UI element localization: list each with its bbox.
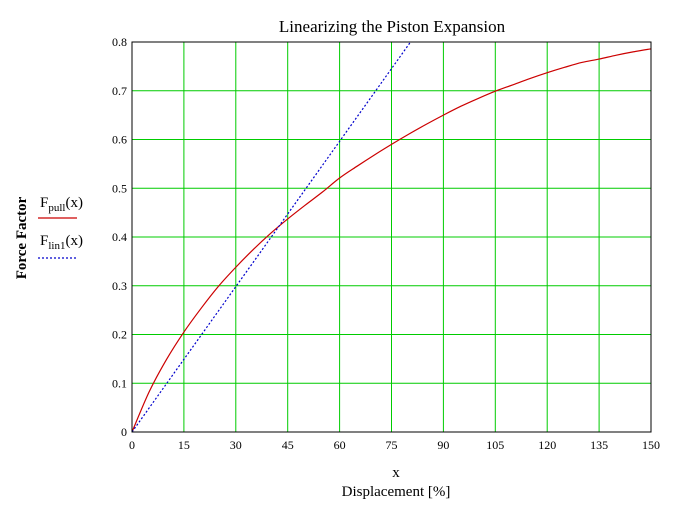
- x-tick-label-7: 105: [486, 438, 504, 452]
- x-tick-label-10: 150: [642, 438, 660, 452]
- chart-title: Linearizing the Piston Expansion: [279, 17, 506, 36]
- y-tick-label-4: 0.4: [112, 230, 127, 244]
- x-tick-label-4: 60: [334, 438, 346, 452]
- y-tick-label-1: 0.1: [112, 376, 127, 390]
- x-tick-labels: 0 15 30 45 60 75 90 105 120 135 150: [129, 438, 660, 452]
- x-tick-label-0: 0: [129, 438, 135, 452]
- x-axis-label: Displacement [%]: [342, 484, 451, 500]
- y-tick-label-6: 0.6: [112, 133, 127, 147]
- x-tick-label-6: 90: [437, 438, 449, 452]
- legend-fpull-arg: (x): [65, 195, 83, 211]
- legend-fpull-main: F: [40, 195, 48, 211]
- series-line-0: [131, 48, 652, 433]
- legend-flin1-arg: (x): [65, 233, 83, 249]
- plot-frame: [131, 41, 652, 433]
- legend-flin1-main: F: [40, 233, 48, 249]
- series-lines: [131, 41, 652, 433]
- y-tick-label-7: 0.7: [112, 84, 127, 98]
- y-tick-label-8: 0.8: [112, 35, 127, 49]
- y-tick-label-2: 0.2: [112, 328, 127, 342]
- legend: Fpull(x) Flin1(x): [38, 195, 83, 259]
- x-tick-label-3: 45: [282, 438, 294, 452]
- y-tick-label-3: 0.3: [112, 279, 127, 293]
- legend-label-fpull: Fpull(x): [40, 195, 83, 214]
- x-tick-label-9: 135: [590, 438, 608, 452]
- x-tick-label-2: 30: [230, 438, 242, 452]
- y-tick-labels: 0 0.1 0.2 0.3 0.4 0.5 0.6 0.7 0.8: [112, 35, 127, 439]
- legend-flin1-sub: lin1: [48, 240, 65, 252]
- y-tick-label-0: 0: [121, 425, 127, 439]
- x-tick-label-8: 120: [538, 438, 556, 452]
- x-tick-label-1: 15: [178, 438, 190, 452]
- x-tick-label-5: 75: [386, 438, 398, 452]
- grid: [131, 41, 652, 433]
- y-axis-label: Force Factor: [14, 196, 30, 279]
- legend-label-flin1: Flin1(x): [40, 233, 83, 252]
- x-axis-variable: x: [392, 465, 400, 481]
- y-tick-label-5: 0.5: [112, 181, 127, 195]
- legend-fpull-sub: pull: [48, 202, 65, 214]
